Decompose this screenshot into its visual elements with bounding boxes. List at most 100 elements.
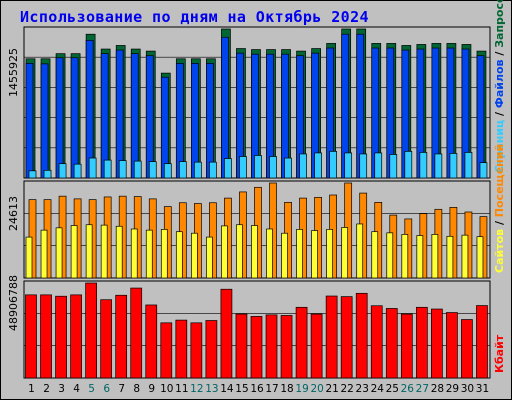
x-tick-label: 16 <box>250 383 264 395</box>
sites-bar <box>40 229 48 279</box>
x-tick-label: 30 <box>461 383 474 395</box>
pages-bar <box>344 152 353 179</box>
sites-bar <box>401 234 409 279</box>
x-tick-label: 9 <box>148 383 155 395</box>
sites-bar <box>341 227 349 279</box>
pages-bar <box>133 160 142 179</box>
kbytes-bar <box>355 292 368 379</box>
x-tick-label: 24 <box>371 383 385 395</box>
kbytes-bar <box>280 315 293 379</box>
kbytes-bar <box>235 313 248 379</box>
files-bar <box>70 57 79 179</box>
kbytes-bar <box>295 306 308 379</box>
pages-bar <box>118 160 127 179</box>
kbytes-bar <box>145 304 158 379</box>
x-tick-label: 11 <box>175 383 188 395</box>
sites-bar <box>130 228 138 279</box>
legend-entry: Посещений <box>493 144 506 217</box>
pages-bar <box>88 157 97 179</box>
kbytes-bar <box>310 313 323 379</box>
kbytes-bar <box>385 308 398 379</box>
legend-entry: Сайтов <box>493 229 506 273</box>
files-bar <box>145 55 154 179</box>
x-tick-label: 31 <box>476 383 489 395</box>
sites-bar <box>326 229 333 279</box>
pages-bar <box>163 163 172 179</box>
sites-bar <box>145 229 153 279</box>
x-tick-label: 6 <box>103 383 110 395</box>
pages-bar <box>419 152 428 179</box>
pages-bar <box>359 153 368 179</box>
x-tick-label: 23 <box>356 383 369 395</box>
kbytes-bar <box>461 319 473 379</box>
kbytes-bar <box>415 306 428 379</box>
x-tick-label: 1 <box>28 383 35 395</box>
kbytes-bar <box>130 287 143 379</box>
kbytes-bar <box>476 305 488 379</box>
legend-separator: / <box>493 217 506 229</box>
kbytes-bar <box>205 320 218 379</box>
x-tick-label: 25 <box>386 383 399 395</box>
sites-bar <box>55 227 63 279</box>
kbytes-bar <box>325 295 338 379</box>
files-bar <box>130 53 139 179</box>
pages-bar <box>329 151 337 179</box>
kbytes-bar <box>25 294 37 379</box>
sites-bar <box>281 232 288 279</box>
sites-bar <box>236 224 243 279</box>
kbytes-bar <box>190 322 203 379</box>
x-tick-label: 14 <box>220 383 234 395</box>
sites-bar <box>251 225 258 279</box>
pages-bar <box>269 156 277 179</box>
sites-bar <box>446 235 454 279</box>
pages-bar <box>449 153 458 179</box>
pages-bar <box>434 153 443 179</box>
kbytes-bar <box>85 282 97 379</box>
sites-bar <box>175 231 183 279</box>
panel-3-ymax-label: 48906788 <box>7 275 20 331</box>
pages-bar <box>148 161 157 179</box>
panel-1-ymax-label: 1455925 <box>7 48 20 97</box>
pages-bar <box>239 156 247 179</box>
x-tick-label: 8 <box>133 383 140 395</box>
x-tick-label: 29 <box>446 383 459 395</box>
panel-1-legend: Страниц / Файлов / Запросов <box>493 0 506 173</box>
x-tick-label: 13 <box>205 383 218 395</box>
x-tick-label: 4 <box>73 383 80 395</box>
kbytes-bar <box>55 295 67 379</box>
files-bar <box>115 49 124 179</box>
pages-bar <box>479 162 488 179</box>
pages-bar <box>299 153 307 179</box>
sites-bar <box>296 229 303 279</box>
x-tick-label: 15 <box>235 383 248 395</box>
x-tick-label: 3 <box>58 383 65 395</box>
kbytes-bar <box>446 312 458 379</box>
files-bar <box>40 63 49 179</box>
files-bar <box>55 57 64 179</box>
pages-bar <box>389 154 398 179</box>
kbytes-bar <box>370 305 383 379</box>
kbytes-bar <box>40 294 52 379</box>
kbytes-bar <box>175 319 188 379</box>
pages-bar <box>464 152 473 179</box>
pages-bar <box>58 163 67 179</box>
chart-title: Использование по дням на Октябрь 2024 <box>20 8 369 26</box>
sites-bar <box>221 225 228 279</box>
sites-bar <box>206 236 213 279</box>
legend-entry: Запросов <box>493 0 506 48</box>
x-tick-label: 28 <box>431 383 444 395</box>
files-bar <box>100 53 109 179</box>
kbytes-bar <box>160 322 173 379</box>
kbytes-bar <box>431 308 443 379</box>
legend-entry: Страниц <box>493 120 506 173</box>
kbytes-bar <box>340 296 353 379</box>
x-tick-label: 22 <box>341 383 354 395</box>
x-tick-label: 17 <box>265 383 278 395</box>
files-bar <box>175 63 184 179</box>
pages-bar <box>254 155 262 179</box>
pages-bar <box>178 161 187 179</box>
pages-bar <box>374 152 383 179</box>
x-tick-label: 26 <box>401 383 415 395</box>
legend-entry: Кбайт <box>493 334 506 373</box>
sites-bar <box>431 234 439 279</box>
